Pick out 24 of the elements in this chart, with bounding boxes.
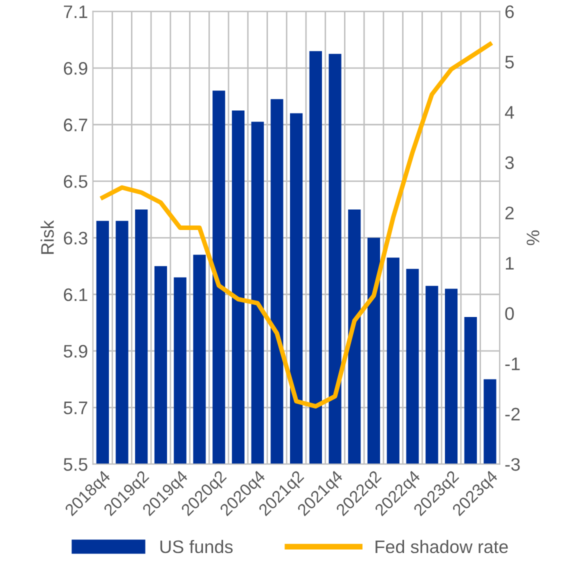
y-tick-label: 6.1 [64, 288, 88, 302]
y-tick-label: 6.5 [64, 175, 88, 188]
line-series [100, 42, 492, 409]
y2-tick-label: 6 [505, 5, 514, 18]
y-tick-label: 6.3 [64, 232, 88, 245]
y2-tick-label: -1 [505, 358, 520, 370]
y-tick-label: 5.5 [64, 458, 88, 471]
y-axis-title: Risk [40, 220, 54, 254]
y2-tick-label: 4 [504, 106, 514, 119]
y2-tick-label: 0 [505, 307, 514, 320]
y-tick-label: 7.1 [64, 6, 88, 18]
y2-tick-label: -3 [505, 458, 520, 471]
y-tick-label: 6.9 [64, 62, 88, 75]
y-tick-label: 5.9 [64, 344, 88, 358]
legend-label: Fed shadow rate [376, 540, 508, 554]
y2-axis-title: % [526, 230, 540, 246]
y2-tick-label: -2 [505, 408, 520, 420]
y2-tick-label: 3 [505, 156, 514, 170]
y-tick-label: 5.7 [64, 402, 88, 414]
y2-tick-label: 1 [506, 257, 514, 270]
y2-tick-label: 5 [505, 56, 514, 68]
legend-label: US funds [160, 540, 233, 554]
y2-tick-label: 2 [505, 206, 514, 220]
y-tick-label: 6.7 [64, 118, 88, 132]
